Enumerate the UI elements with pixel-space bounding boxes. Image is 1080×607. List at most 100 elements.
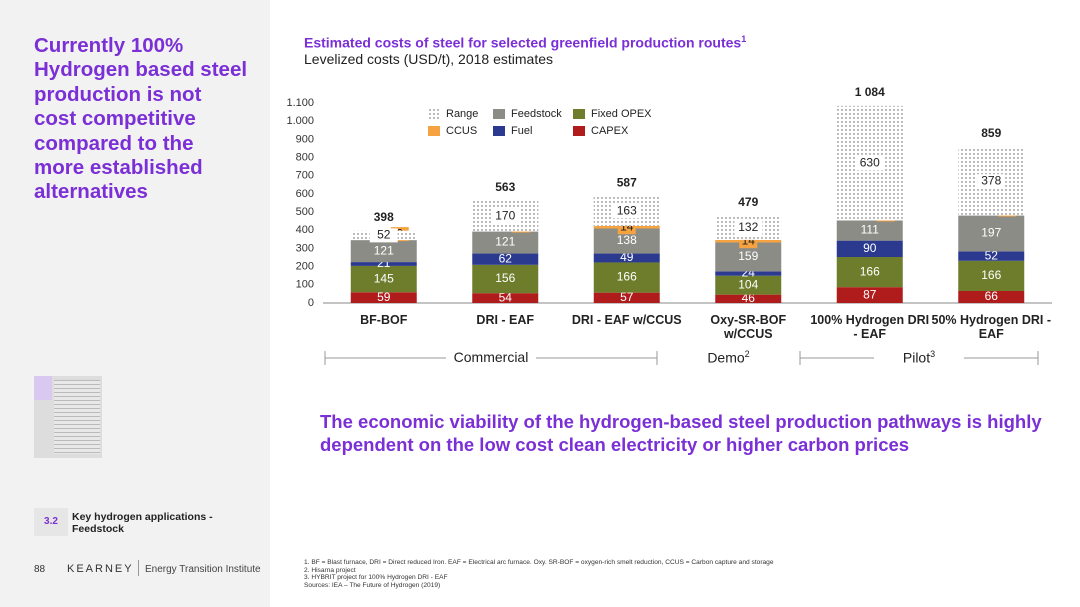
x-tick-label: Oxy-SR-BOF w/CCUS [710,313,787,341]
x-tick-label: BF-BOF [360,313,408,327]
y-tick-label: 400 [296,224,314,236]
legend-label: CCUS [446,125,477,137]
bar-segment [350,240,417,263]
group-note: 3 [930,349,936,359]
group-name: Pilot [902,349,931,366]
data-label: 59 [377,290,391,304]
y-tick-label: 500 [296,206,314,218]
data-label: 132 [738,220,758,234]
y-tick-label: 100 [296,279,314,291]
data-label: 159 [738,249,758,263]
y-tick-label: 700 [296,170,314,182]
label-bg [612,204,641,219]
legend-swatch [493,126,505,136]
y-tick-label: 0 [308,297,314,309]
bar-segment [715,271,782,276]
bar-segment [715,294,782,303]
data-label: 145 [374,271,394,285]
data-label: 166 [981,268,1001,282]
bar-segment [593,262,660,293]
bar-segment [836,220,903,241]
legend-label: Feedstock [511,108,562,120]
data-label: 111 [861,223,880,237]
data-label: 52 [377,228,391,242]
data-label: 54 [499,290,513,304]
total-label: 563 [495,180,515,194]
footnote: 3. HYBRIT project for 100% Hydrogen DRI … [304,574,448,582]
bar-segment [593,253,660,263]
title-note: 1 [741,34,747,44]
bar-segment [472,253,539,265]
y-tick-label: 300 [296,242,314,254]
legend-swatch [493,109,505,119]
label-bg [491,209,520,224]
bar-segment [836,257,903,288]
thumbnail [34,376,102,458]
group-label: Commercial [441,349,541,365]
group-label: Pilot3 [869,349,969,366]
x-tick-label: DRI - EAF w/CCUS [571,313,682,327]
total-label: 398 [374,210,394,224]
label-bg [734,220,763,235]
total-label: 587 [617,175,637,189]
side-panel [0,0,270,607]
label-bg [855,156,884,171]
data-label: 62 [499,251,513,265]
data-label: 121 [374,243,394,257]
data-label: 57 [620,290,634,304]
data-label: 163 [617,203,637,217]
chart-title: Estimated costs of steel for selected gr… [304,34,746,51]
y-tick-label: 600 [296,188,314,200]
bar-segment [593,292,660,303]
bracket-gap [874,350,964,366]
legend-swatch [573,126,585,136]
legend-label: Fixed OPEX [591,108,652,120]
bar-segment [472,264,539,294]
legend-swatch [428,109,440,119]
section-number: 3.2 [44,516,58,527]
y-tick-label: 1.000 [286,115,314,127]
bar-segment [958,260,1025,291]
x-tick-label: 50% Hydrogen DRI - EAF [931,313,1051,341]
data-label: 630 [860,155,880,169]
x-tick-label: DRI - EAF [476,313,535,327]
data-label: 121 [495,235,515,249]
section-badge [34,508,68,536]
divider [138,560,139,576]
data-label: 166 [860,264,880,278]
section-title: Key hydrogen applications - Feedstock [72,511,213,535]
data-label: 170 [495,208,515,222]
bar-segment [350,265,417,293]
data-label: 52 [985,248,999,262]
unit: Energy Transition Institute [145,564,261,575]
total-label: 479 [738,195,758,209]
bar-segment [958,251,1025,261]
legend-swatch [573,109,585,119]
x-tick-label: 100% Hydrogen DRI - EAF [810,313,930,341]
y-tick-label: 900 [296,133,314,145]
footnote: 1. BF = Blast furnace, DRI = Direct redu… [304,559,774,566]
brand: KEARNEY [67,563,134,575]
bar-segment [836,240,903,257]
legend-label: CAPEX [591,125,629,137]
title-text: Estimated costs of steel for selected gr… [304,34,742,51]
headline: Currently 100% Hydrogen based steel prod… [34,34,248,204]
group-name: Commercial [453,349,529,365]
data-label: 104 [738,277,758,291]
data-label: 66 [985,289,999,303]
data-label: 87 [863,287,877,301]
group-label: Demo2 [679,349,779,366]
message: The economic viability of the hydrogen-b… [320,411,1042,455]
legend-label: Fuel [511,125,532,137]
bar-segment [836,287,903,303]
bracket-gap [446,350,536,366]
legend-label: Range [446,108,478,120]
label-bg [369,228,398,243]
page-number: 88 [34,564,46,575]
bar-segment [472,231,539,254]
data-label: 197 [981,226,1001,240]
total-label: 1 084 [855,85,885,99]
footnote: 2. Hisarna project [304,566,356,574]
data-label: 90 [863,241,877,255]
